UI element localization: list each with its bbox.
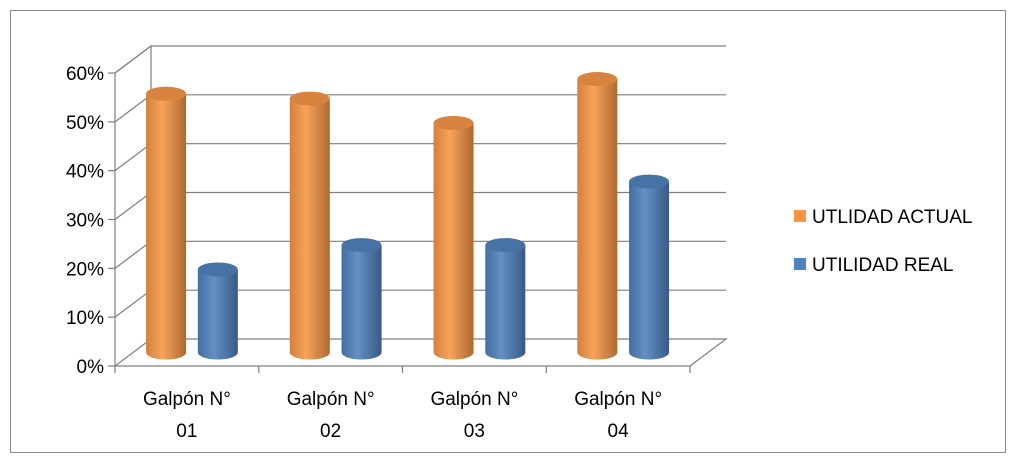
chart-floor [113, 338, 728, 373]
bar [577, 72, 618, 360]
bars [146, 72, 670, 360]
legend-label: UTILIDAD REAL [812, 255, 953, 276]
y-tick-label: 50% [66, 113, 104, 134]
bar [341, 238, 382, 360]
legend-swatch [794, 258, 806, 270]
bar [197, 262, 238, 360]
y-axis-tick-labels: 0% 10% 20% 30% 40% 50% 60% [66, 64, 104, 378]
legend: UTLIDAD ACTUAL UTILIDAD REAL [794, 207, 972, 276]
gridline [114, 45, 726, 74]
legend-swatch [794, 210, 806, 222]
gridline [114, 94, 726, 123]
y-tick-label: 60% [66, 64, 104, 85]
x-tick-label: Galpón N° 02 [287, 389, 375, 442]
bar [433, 115, 474, 360]
y-tick-label: 0% [77, 357, 105, 378]
floor-plane [113, 338, 728, 367]
y-tick-label: 40% [66, 162, 104, 183]
y-tick-label: 20% [66, 259, 104, 280]
bar [485, 238, 526, 360]
legend-item: UTILIDAD REAL [794, 255, 953, 276]
bar [629, 174, 670, 360]
x-axis-tick-labels: Galpón N° 01 Galpón N° 02 Galpón N° 03 Galpón … [143, 389, 662, 442]
x-tick-label: Galpón N° 03 [430, 389, 518, 442]
y-tick-label: 10% [66, 308, 104, 329]
legend-label: UTLIDAD ACTUAL [812, 207, 972, 228]
x-tick-label: Galpón N° 04 [574, 389, 662, 442]
gridline [114, 143, 726, 172]
bar [146, 86, 187, 360]
bar [289, 91, 330, 360]
x-tick-label: Galpón N° 01 [143, 389, 231, 442]
y-tick-label: 30% [66, 211, 104, 232]
legend-item: UTLIDAD ACTUAL [794, 207, 972, 228]
